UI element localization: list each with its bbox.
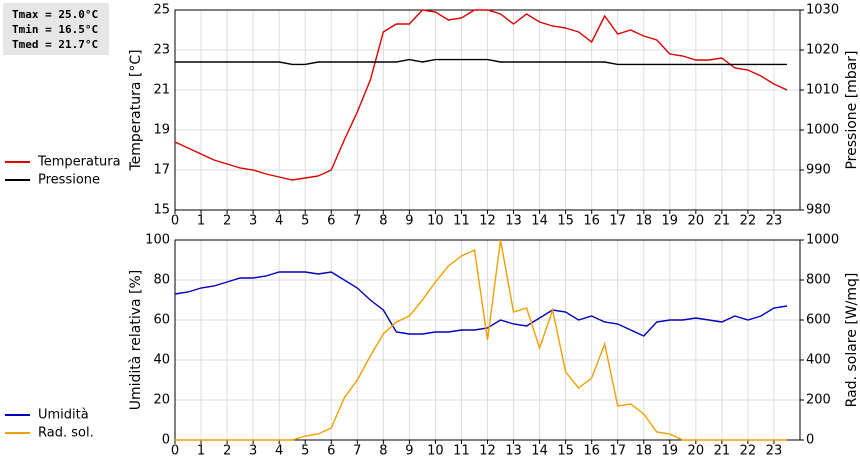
legend-label: Umidità [38,408,89,423]
x-tick-label: 22 [740,214,757,229]
x-tick-label: 3 [249,444,257,459]
x-tick-label: 18 [635,444,652,459]
x-tick-label: 8 [379,214,387,229]
x-tick-label: 10 [427,214,444,229]
y-tick-label: 20 [153,393,170,408]
y-tick-label: 19 [153,123,170,138]
y-tick-label: 15 [153,203,170,218]
x-tick-label: 13 [505,444,522,459]
x-tick-label: 6 [327,214,335,229]
y2-tick-label: 1000 [806,233,839,248]
y2-tick-label: 400 [806,353,831,368]
x-tick-label: 7 [353,214,361,229]
x-tick-label: 23 [766,214,783,229]
y2-tick-label: 200 [806,393,831,408]
x-tick-label: 14 [531,444,548,459]
y-tick-label: 100 [145,233,170,248]
x-tick-label: 19 [662,444,679,459]
x-tick-label: 9 [405,214,413,229]
x-tick-label: 12 [479,214,496,229]
x-tick-label: 17 [609,444,626,459]
series-line [174,271,788,337]
x-tick-label: 7 [353,444,361,459]
stat-text: Tmax = 25.0°C [12,8,98,21]
y-axis-label: Umidità relativa [%] [128,270,144,411]
x-tick-label: 22 [740,444,757,459]
x-tick-label: 17 [609,214,626,229]
x-tick-label: 15 [557,214,574,229]
x-tick-label: 14 [531,214,548,229]
y2-axis-label: Pressione [mbar] [844,50,860,169]
y-tick-label: 25 [153,3,170,18]
y-tick-label: 0 [162,433,170,448]
y2-tick-label: 0 [806,433,814,448]
y2-tick-label: 800 [806,273,831,288]
y-tick-label: 40 [153,353,170,368]
x-tick-label: 19 [662,214,679,229]
y-tick-label: 21 [153,83,170,98]
legend-label: Temperatura [37,155,121,170]
y-tick-label: 80 [153,273,170,288]
x-tick-label: 16 [583,214,600,229]
x-tick-label: 1 [197,214,205,229]
stats-box [3,3,109,55]
x-tick-label: 18 [635,214,652,229]
y-tick-label: 23 [153,43,170,58]
legend-label: Pressione [38,173,100,188]
x-tick-label: 5 [301,444,309,459]
plot-frame [174,239,801,441]
x-tick-label: 12 [479,444,496,459]
y-tick-label: 17 [153,163,170,178]
x-tick-label: 1 [197,444,205,459]
y2-tick-label: 1030 [806,3,839,18]
x-tick-label: 2 [223,214,231,229]
y2-tick-label: 980 [806,203,831,218]
x-tick-label: 23 [766,444,783,459]
x-tick-label: 13 [505,214,522,229]
series-line [174,9,788,181]
x-tick-label: 20 [688,214,705,229]
x-tick-label: 21 [714,214,731,229]
x-tick-label: 6 [327,444,335,459]
y2-tick-label: 600 [806,313,831,328]
x-tick-label: 0 [171,444,179,459]
y2-tick-label: 1000 [806,123,839,138]
x-tick-label: 3 [249,214,257,229]
x-tick-label: 4 [275,444,283,459]
series-line [175,239,787,441]
x-tick-label: 20 [688,444,705,459]
y2-tick-label: 1010 [806,83,839,98]
x-tick-label: 16 [583,444,600,459]
x-tick-label: 11 [453,444,470,459]
y2-axis-label: Rad. solare [W/mq] [844,273,860,408]
x-tick-label: 5 [301,214,309,229]
x-tick-label: 8 [379,444,387,459]
x-tick-label: 9 [405,444,413,459]
x-tick-label: 15 [557,444,574,459]
x-tick-label: 21 [714,444,731,459]
y2-tick-label: 990 [806,163,831,178]
y-axis-label: Temperatura [°C] [128,49,144,171]
series-line [175,58,787,66]
y2-tick-label: 1020 [806,43,839,58]
x-tick-label: 11 [453,214,470,229]
y-tick-label: 60 [153,313,170,328]
x-tick-label: 4 [275,214,283,229]
legend-label: Rad. sol. [38,426,94,441]
x-tick-label: 2 [223,444,231,459]
stat-text: Tmin = 16.5°C [12,23,98,36]
stat-text: Tmed = 21.7°C [12,38,98,51]
x-tick-label: 0 [171,214,179,229]
x-tick-label: 10 [427,444,444,459]
